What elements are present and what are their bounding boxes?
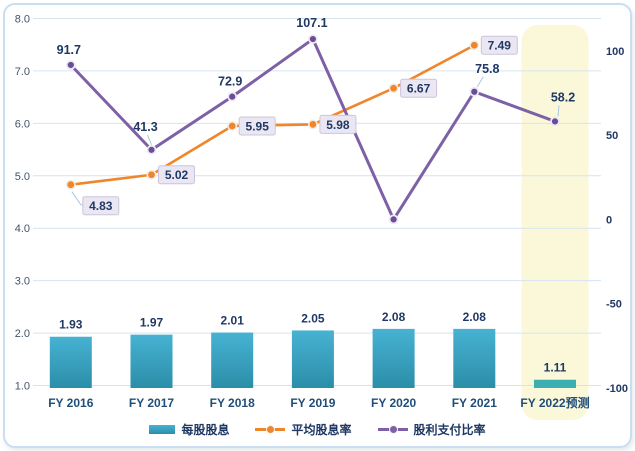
category-label: FY 2022预测 bbox=[520, 395, 589, 410]
bar[interactable] bbox=[372, 328, 415, 388]
bar[interactable] bbox=[211, 332, 254, 388]
bar-series-swatch-icon bbox=[149, 425, 176, 434]
bar-value-label: 1.93 bbox=[59, 318, 83, 332]
line-value-label-box bbox=[400, 78, 438, 98]
bar[interactable] bbox=[453, 328, 496, 388]
line-value-label: 75.8 bbox=[475, 62, 499, 76]
left-axis-tick-label: 6.0 bbox=[15, 118, 30, 130]
line-point[interactable] bbox=[550, 116, 560, 127]
bar[interactable] bbox=[534, 379, 576, 388]
line-value-label: 58.2 bbox=[551, 90, 575, 104]
line-point[interactable] bbox=[146, 169, 157, 180]
line-value-label: 6.67 bbox=[407, 82, 431, 96]
bar[interactable] bbox=[291, 330, 334, 388]
right-axis-tick-label: -50 bbox=[606, 299, 622, 311]
line-value-label: 5.02 bbox=[165, 168, 189, 182]
line-value-label: 4.83 bbox=[89, 199, 113, 213]
legend-item-dividend-per-share[interactable]: 每股股息 bbox=[149, 421, 229, 438]
left-axis-tick-label: 3.0 bbox=[15, 276, 30, 288]
line-point[interactable] bbox=[227, 120, 238, 131]
legend-label-average-dividend-yield: 平均股息率 bbox=[291, 423, 352, 437]
line-value-label-box bbox=[319, 114, 357, 134]
legend-item-average-dividend-yield[interactable]: 平均股息率 bbox=[255, 421, 352, 438]
line-point[interactable] bbox=[307, 34, 318, 44]
category-label: FY 2021 bbox=[452, 396, 497, 410]
line-value-label: 41.3 bbox=[133, 120, 157, 134]
line-series-swatch-icon bbox=[255, 425, 286, 434]
label-leader-line bbox=[557, 105, 560, 117]
line-value-label-box bbox=[82, 196, 120, 216]
chart-legend: 每股股息 平均股息率 股利支付比率 bbox=[0, 421, 635, 438]
line-point[interactable] bbox=[65, 60, 76, 70]
line-point[interactable] bbox=[388, 83, 399, 94]
line-value-label: 7.49 bbox=[488, 39, 512, 53]
bar-value-label: 2.01 bbox=[221, 314, 245, 328]
category-label: FY 2017 bbox=[129, 396, 174, 410]
left-axis-tick-label: 2.0 bbox=[15, 328, 30, 340]
left-axis-tick-label: 7.0 bbox=[15, 66, 30, 78]
bar-value-label: 1.97 bbox=[140, 316, 164, 330]
line-point[interactable] bbox=[469, 40, 480, 51]
left-axis-tick-label: 8.0 bbox=[15, 13, 30, 25]
bar[interactable] bbox=[49, 336, 92, 388]
line-value-label: 107.1 bbox=[296, 16, 327, 30]
bar-value-label: 2.05 bbox=[301, 311, 325, 325]
line-point[interactable] bbox=[146, 144, 157, 155]
bar[interactable] bbox=[130, 334, 173, 388]
line-value-label: 72.9 bbox=[218, 75, 242, 89]
line-point[interactable] bbox=[388, 214, 399, 225]
bar-value-label: 2.08 bbox=[463, 310, 487, 324]
right-axis-tick-label: 0 bbox=[606, 214, 612, 226]
legend-item-payout-ratio[interactable]: 股利支付比率 bbox=[377, 421, 486, 438]
bar-value-label: 1.11 bbox=[544, 361, 567, 375]
category-label: FY 2019 bbox=[290, 396, 335, 410]
line-point[interactable] bbox=[469, 86, 480, 97]
line-value-label: 91.7 bbox=[57, 43, 81, 57]
right-axis-tick-label: 50 bbox=[606, 130, 618, 142]
line-point[interactable] bbox=[65, 179, 76, 190]
line-value-label-box bbox=[158, 165, 195, 185]
right-axis-tick-label: 100 bbox=[606, 46, 624, 58]
legend-label-dividend-per-share: 每股股息 bbox=[181, 423, 230, 437]
bar-value-label: 2.08 bbox=[382, 310, 406, 324]
line-point[interactable] bbox=[307, 119, 318, 130]
left-axis-tick-label: 1.0 bbox=[15, 381, 30, 393]
category-label: FY 2018 bbox=[210, 396, 255, 410]
label-leader-line bbox=[476, 76, 484, 88]
line-value-label-box bbox=[480, 35, 518, 55]
category-label: FY 2020 bbox=[371, 396, 416, 410]
category-label: FY 2016 bbox=[48, 396, 93, 410]
line-value-label: 5.95 bbox=[246, 119, 270, 133]
line-point[interactable] bbox=[227, 91, 238, 102]
line-value-label-box bbox=[238, 116, 276, 136]
right-axis-tick-label: -100 bbox=[606, 383, 628, 395]
left-axis-tick-label: 4.0 bbox=[15, 223, 30, 235]
line-value-label: 5.98 bbox=[326, 118, 350, 132]
line-series-swatch-icon bbox=[377, 425, 408, 434]
legend-label-payout-ratio: 股利支付比率 bbox=[413, 423, 486, 437]
label-leader-line bbox=[147, 134, 152, 146]
left-axis-tick-label: 5.0 bbox=[15, 171, 30, 183]
